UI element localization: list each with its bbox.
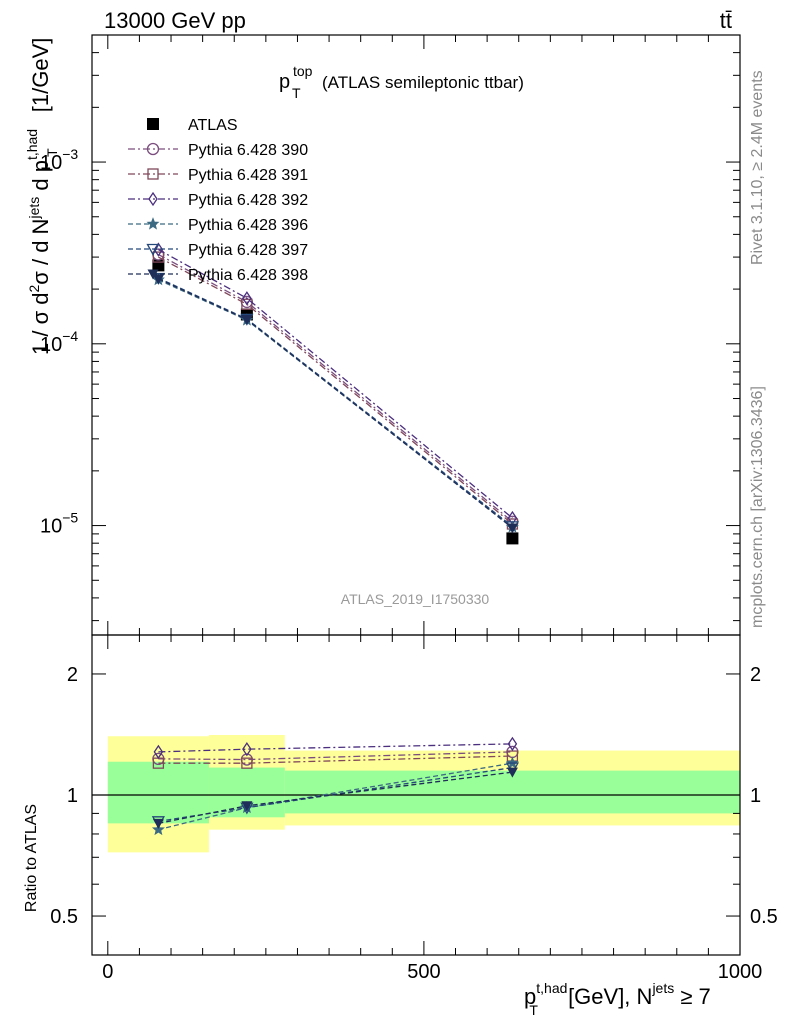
series-line [158,279,513,528]
series-pythia-6-428-396 [151,272,519,533]
data-point-marker [152,818,164,829]
rivet-label: Rivet 3.1.10, ≥ 2.4M events [749,70,766,265]
data-point-marker [507,736,518,752]
y-tick-label: 0.5 [750,906,778,928]
data-point-marker [241,801,253,812]
series-line [158,743,513,753]
y-tick-label: 2 [750,664,761,686]
data-point-marker [241,298,253,310]
data-point-marker [152,251,165,263]
ratio-y-ticks [92,673,740,956]
data-point-marker [147,118,159,130]
y-tick-label: 1 [750,785,761,807]
data-point-marker [147,269,159,280]
uncertainty-band-inner [107,761,209,824]
plot-title-sup: top [293,63,313,79]
analysis-label: ATLAS_2019_I1750330 [341,591,490,607]
series-line [158,256,513,525]
data-point-marker [506,523,518,534]
x-axis-label: pt,had T [GeV], Njets ≥ 7 [524,980,711,1018]
x-tick-label: 500 [407,961,440,983]
legend-label: Pythia 6.428 391 [188,167,308,184]
data-point-marker [146,142,160,156]
legend-label: Pythia 6.428 390 [188,142,308,159]
y-tick-label: 10−5 [40,510,78,538]
series-atlas [152,259,519,545]
data-point-marker [147,168,159,180]
main-ylabel: 1 / σ d2σ / d Njets d pt,had T [1/GeV] [24,38,60,355]
plot-title-rest: (ATLAS semileptonic ttbar) [322,73,524,92]
y-tick-label: 2 [67,664,78,686]
series-line [158,751,513,761]
process-label: tt̄ [720,8,732,33]
series-line [158,253,513,523]
ratio-series-pythia-6-428-392 [153,736,518,760]
ratio-ylabel: Ratio to ATLAS [23,804,40,912]
data-point-marker [241,315,253,326]
data-point-marker [152,274,164,285]
legend-label: Pythia 6.428 398 [188,267,308,284]
data-point-marker [242,742,252,757]
data-point-marker [153,242,164,257]
series-line [158,278,513,529]
series-pythia-6-428-398 [152,274,518,534]
mcplots-label: mcplots.cern.ch [arXiv:1306.3436] [749,386,766,628]
data-point-marker [148,191,158,207]
legend-label: Pythia 6.428 397 [188,242,308,259]
plot-title-sub: T [292,85,301,101]
series-line [158,755,513,764]
x-ticks [107,35,741,955]
legend: ATLAS Pythia 6.428 390 Pythia 6.428 391 Pyt… [128,117,308,284]
ratio-series-pythia-6-428-398 [152,767,518,829]
y-tick-label: 0.5 [50,906,78,928]
legend-label: ATLAS [188,117,238,134]
x-tick-label: 0 [102,961,113,983]
x-tick-label: 1000 [718,961,763,983]
data-point-marker [241,757,253,769]
plot-title: p top T (ATLAS semileptonic ttbar) [279,63,524,101]
data-point-marker [506,767,518,778]
series-pythia-6-428-397 [151,272,520,534]
energy-label: 13000 GeV pp [104,8,246,33]
data-point-marker [506,532,519,545]
data-point-marker [153,744,164,760]
series-line [158,277,513,527]
y-tick-label: 1 [67,785,78,807]
legend-label: Pythia 6.428 396 [188,217,308,234]
data-point-marker [146,243,160,256]
legend-label: Pythia 6.428 392 [188,192,308,209]
plot-title-main: p [279,71,290,93]
data-point-marker [242,291,252,306]
ratio-bands [107,735,740,853]
data-point-marker [151,822,165,836]
series-line [158,248,513,519]
data-point-marker [146,217,160,230]
main-y-ticks [92,34,740,622]
